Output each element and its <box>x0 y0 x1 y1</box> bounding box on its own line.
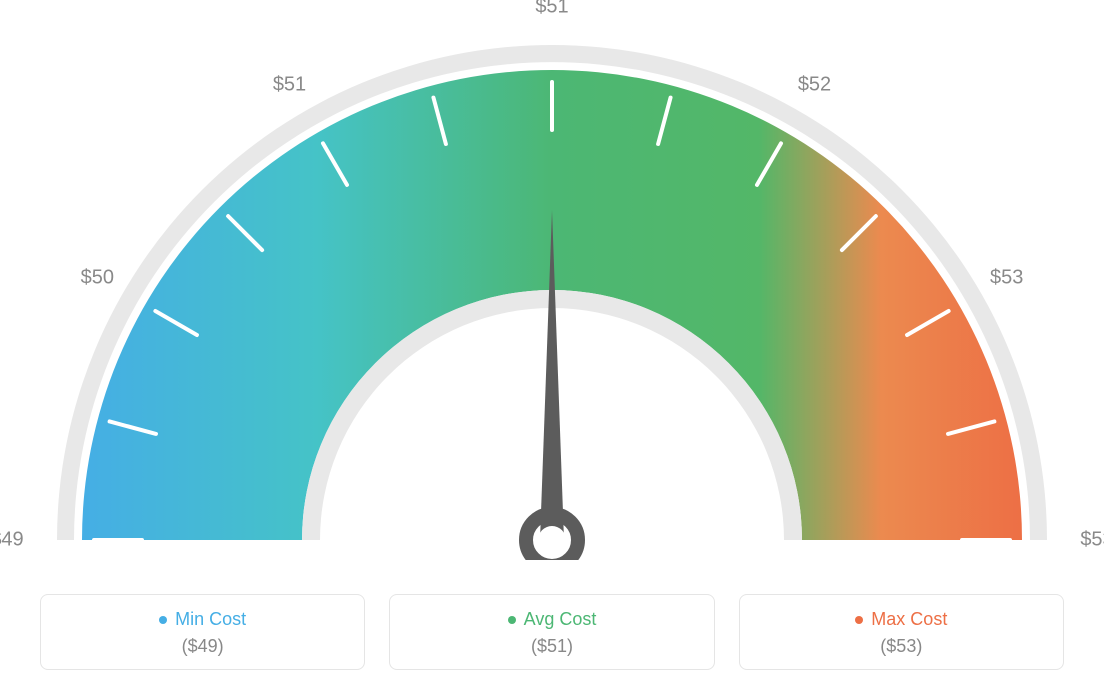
legend-dot-avg <box>508 616 516 624</box>
legend-title-max: Max Cost <box>855 609 947 630</box>
gauge-tick-label: $51 <box>535 0 568 19</box>
gauge-chart: $49 $50 $51 $51 $52 $53 $53 <box>0 0 1104 560</box>
legend-card-min: Min Cost ($49) <box>40 594 365 670</box>
legend-title-min: Min Cost <box>159 609 246 630</box>
legend-label-avg: Avg Cost <box>524 609 597 630</box>
legend-card-max: Max Cost ($53) <box>739 594 1064 670</box>
cost-gauge-container: $49 $50 $51 $51 $52 $53 $53 Min Cost ($49) Avg… <box>0 0 1104 690</box>
gauge-tick-label: $52 <box>798 74 831 97</box>
legend-title-avg: Avg Cost <box>508 609 597 630</box>
legend-value-max: ($53) <box>750 636 1053 657</box>
legend-value-min: ($49) <box>51 636 354 657</box>
gauge-tick-label: $53 <box>990 266 1023 289</box>
legend-row: Min Cost ($49) Avg Cost ($51) Max Cost (… <box>40 594 1064 670</box>
gauge-tick-label: $53 <box>1080 529 1104 552</box>
legend-dot-min <box>159 616 167 624</box>
gauge-tick-label: $51 <box>273 74 306 97</box>
legend-card-avg: Avg Cost ($51) <box>389 594 714 670</box>
gauge-tick-label: $49 <box>0 529 24 552</box>
legend-label-max: Max Cost <box>871 609 947 630</box>
legend-value-avg: ($51) <box>400 636 703 657</box>
legend-label-min: Min Cost <box>175 609 246 630</box>
legend-dot-max <box>855 616 863 624</box>
gauge-svg <box>0 0 1104 560</box>
gauge-tick-label: $50 <box>81 266 114 289</box>
